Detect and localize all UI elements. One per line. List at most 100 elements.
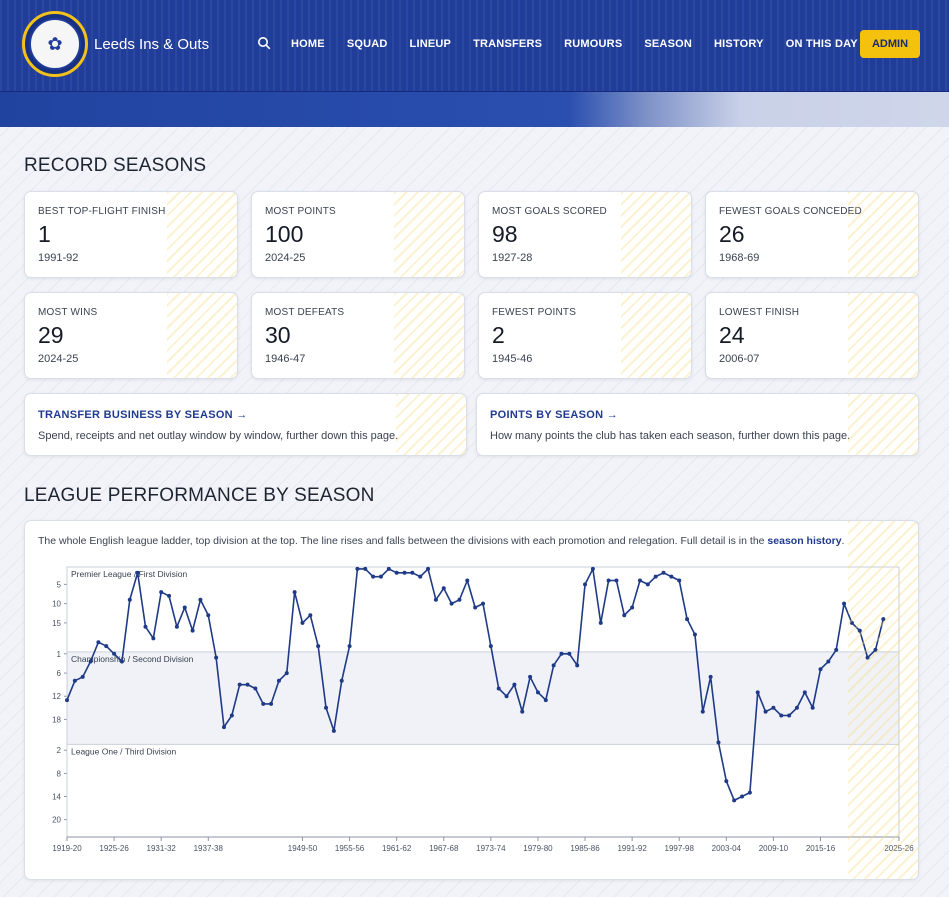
site-brand[interactable]: Leeds Ins & Outs: [94, 36, 210, 53]
chart-intro-end: .: [841, 535, 845, 547]
season-point: [112, 651, 117, 656]
record-value: 2: [492, 322, 505, 348]
season-point: [630, 605, 635, 610]
search-icon[interactable]: [257, 36, 275, 54]
nav-home[interactable]: HOME: [291, 38, 325, 50]
record-label: MOST WINS: [38, 307, 98, 318]
header-banner: [0, 92, 949, 127]
season-point: [119, 659, 124, 664]
transfer-business-link[interactable]: TRANSFER BUSINESS BY SEASON →: [38, 409, 248, 421]
season-point: [583, 582, 588, 587]
nav-squad[interactable]: SQUAD: [346, 38, 388, 50]
season-point: [614, 578, 619, 583]
season-point: [481, 601, 485, 606]
season-point: [229, 713, 234, 718]
x-tick-label: 1961-62: [382, 844, 412, 853]
chart-intro-text: The whole English league ladder, top div…: [38, 535, 765, 547]
record-card: MOST DEFEATS 30 1946-47: [251, 292, 465, 379]
season-point: [347, 644, 352, 649]
nav-lineup[interactable]: LINEUP: [409, 38, 452, 50]
y-tick-label: 18: [52, 715, 61, 724]
season-point: [543, 698, 548, 703]
season-point: [65, 698, 69, 703]
y-tick-label: 8: [57, 769, 62, 778]
nav-history[interactable]: HISTORY: [714, 38, 764, 50]
season-point: [747, 790, 752, 795]
record-card: MOST GOALS SCORED 98 1927-28: [478, 191, 692, 278]
season-point: [331, 728, 336, 733]
season-point: [88, 659, 93, 664]
season-point: [386, 566, 391, 571]
season-point: [661, 570, 666, 575]
y-tick-label: 1: [57, 650, 62, 659]
nav-rumours[interactable]: RUMOURS: [564, 38, 623, 50]
x-tick-label: 2009-10: [759, 844, 789, 853]
nav-on-this-day[interactable]: ON THIS DAY: [785, 38, 858, 50]
season-point: [818, 667, 823, 672]
season-point: [771, 705, 776, 710]
season-point: [794, 705, 799, 710]
season-point: [865, 655, 870, 660]
season-point: [269, 701, 274, 706]
nav-transfers[interactable]: TRANSFERS: [473, 38, 543, 50]
season-point: [457, 597, 462, 602]
record-value: 1: [38, 221, 51, 247]
season-point: [622, 613, 627, 618]
season-point: [488, 644, 493, 649]
division-label: Championship / Second Division: [71, 654, 194, 664]
record-value: 26: [719, 221, 745, 247]
season-point: [245, 682, 250, 687]
season-point: [72, 678, 77, 683]
record-label: FEWEST GOALS CONCEDED: [719, 206, 862, 217]
record-label: BEST TOP-FLIGHT FINISH: [38, 206, 166, 217]
y-tick-label: 2: [57, 746, 62, 755]
season-point: [339, 678, 344, 683]
transfer-business-link-card[interactable]: TRANSFER BUSINESS BY SEASON → Spend, rec…: [24, 393, 467, 456]
season-point: [802, 690, 807, 695]
season-point: [810, 705, 815, 710]
season-point: [520, 709, 525, 714]
record-card: LOWEST FINISH 24 2006-07: [705, 292, 919, 379]
season-point: [645, 582, 650, 587]
season-point: [221, 725, 226, 730]
record-label: MOST GOALS SCORED: [492, 206, 607, 217]
points-by-season-link-card[interactable]: POINTS BY SEASON → How many points the c…: [476, 393, 919, 456]
season-point: [182, 605, 187, 610]
season-point: [355, 566, 360, 571]
division-label: League One / Third Division: [71, 746, 176, 756]
season-point: [692, 632, 697, 637]
season-point: [551, 663, 556, 668]
season-point: [700, 709, 705, 714]
season-point: [418, 574, 423, 579]
season-point: [363, 566, 368, 571]
y-tick-label: 10: [52, 600, 61, 609]
season-point: [849, 620, 854, 625]
club-logo[interactable]: ✿: [22, 11, 88, 77]
record-season: 2024-25: [38, 353, 79, 365]
record-label: MOST DEFEATS: [265, 307, 345, 318]
season-point: [677, 578, 682, 583]
season-point: [465, 578, 470, 583]
nav-season[interactable]: SEASON: [644, 38, 693, 50]
season-point: [834, 647, 839, 652]
season-point: [732, 798, 737, 803]
admin-button[interactable]: ADMIN: [860, 30, 920, 58]
season-point: [96, 640, 101, 645]
season-history-link[interactable]: season history: [767, 535, 842, 547]
season-point: [426, 566, 431, 571]
record-label: LOWEST FINISH: [719, 307, 800, 318]
season-point: [763, 709, 768, 714]
season-point: [504, 694, 509, 699]
link-description: How many points the club has taken each …: [490, 430, 851, 442]
season-point: [716, 740, 721, 745]
record-card: BEST TOP-FLIGHT FINISH 1 1991-92: [24, 191, 238, 278]
record-season: 1991-92: [38, 252, 79, 264]
season-point: [441, 586, 446, 591]
season-point: [104, 644, 109, 649]
season-point: [143, 624, 148, 629]
points-by-season-link[interactable]: POINTS BY SEASON →: [490, 409, 619, 421]
record-season: 1968-69: [719, 252, 760, 264]
rose-icon: ✿: [29, 18, 81, 70]
y-tick-label: 5: [57, 580, 62, 589]
x-tick-label: 1931-32: [147, 844, 177, 853]
